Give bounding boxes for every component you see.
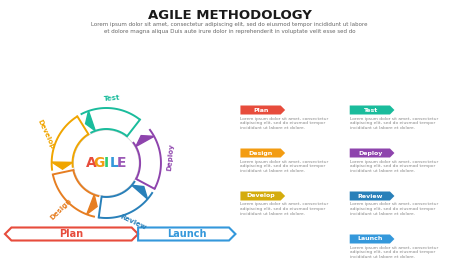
Text: Lorem ipsum dolor sit amet, consectetur
adipiscing elit, sed do eiusmod tempor
i: Lorem ipsum dolor sit amet, consectetur … bbox=[350, 246, 438, 259]
Text: Lorem ipsum dolor sit amet, consectetur
adipiscing elit, sed do eiusmod tempor
i: Lorem ipsum dolor sit amet, consectetur … bbox=[350, 160, 438, 173]
Text: I: I bbox=[104, 156, 109, 170]
Text: Launch: Launch bbox=[167, 229, 207, 239]
Text: Lorem ipsum dolor sit amet, consectetur adipiscing elit, sed do eiusmod tempor i: Lorem ipsum dolor sit amet, consectetur … bbox=[91, 22, 368, 34]
Text: G: G bbox=[93, 156, 104, 170]
Text: Design: Design bbox=[49, 197, 73, 221]
Text: Lorem ipsum dolor sit amet, consectetur
adipiscing elit, sed do eiusmod tempor
i: Lorem ipsum dolor sit amet, consectetur … bbox=[240, 160, 328, 173]
Text: Test: Test bbox=[363, 108, 377, 113]
Text: Launch: Launch bbox=[358, 237, 383, 241]
Polygon shape bbox=[240, 148, 285, 158]
Text: AGILE METHODOLOGY: AGILE METHODOLOGY bbox=[147, 9, 311, 22]
Polygon shape bbox=[350, 148, 395, 158]
Text: Plan: Plan bbox=[60, 229, 84, 239]
Text: Develop: Develop bbox=[36, 119, 55, 151]
Polygon shape bbox=[52, 162, 73, 169]
Polygon shape bbox=[136, 136, 154, 146]
Text: Develop: Develop bbox=[247, 193, 275, 199]
Text: Test: Test bbox=[103, 95, 121, 102]
Text: L: L bbox=[109, 156, 118, 170]
Polygon shape bbox=[132, 185, 147, 199]
Polygon shape bbox=[350, 106, 395, 115]
Text: Deploy: Deploy bbox=[166, 143, 175, 171]
Polygon shape bbox=[99, 181, 152, 218]
Text: Lorem ipsum dolor sit amet, consectetur
adipiscing elit, sed do eiusmod tempor
i: Lorem ipsum dolor sit amet, consectetur … bbox=[240, 116, 328, 130]
Circle shape bbox=[73, 130, 139, 196]
Polygon shape bbox=[87, 195, 97, 214]
Text: Design: Design bbox=[249, 151, 273, 155]
Text: Review: Review bbox=[358, 193, 383, 199]
Text: Deploy: Deploy bbox=[358, 151, 382, 155]
Polygon shape bbox=[133, 129, 161, 189]
Text: E: E bbox=[116, 156, 126, 170]
Polygon shape bbox=[81, 108, 140, 136]
Text: A: A bbox=[86, 156, 97, 170]
Text: Lorem ipsum dolor sit amet, consectetur
adipiscing elit, sed do eiusmod tempor
i: Lorem ipsum dolor sit amet, consectetur … bbox=[240, 202, 328, 216]
Polygon shape bbox=[85, 111, 95, 131]
Text: Plan: Plan bbox=[253, 108, 268, 113]
Polygon shape bbox=[350, 235, 395, 244]
Polygon shape bbox=[240, 192, 285, 200]
Polygon shape bbox=[53, 170, 99, 217]
Text: Lorem ipsum dolor sit amet, consectetur
adipiscing elit, sed do eiusmod tempor
i: Lorem ipsum dolor sit amet, consectetur … bbox=[350, 202, 438, 216]
Polygon shape bbox=[240, 106, 285, 115]
Text: Review: Review bbox=[119, 213, 148, 231]
Polygon shape bbox=[350, 192, 395, 200]
Text: Lorem ipsum dolor sit amet, consectetur
adipiscing elit, sed do eiusmod tempor
i: Lorem ipsum dolor sit amet, consectetur … bbox=[350, 116, 438, 130]
Polygon shape bbox=[52, 116, 88, 171]
